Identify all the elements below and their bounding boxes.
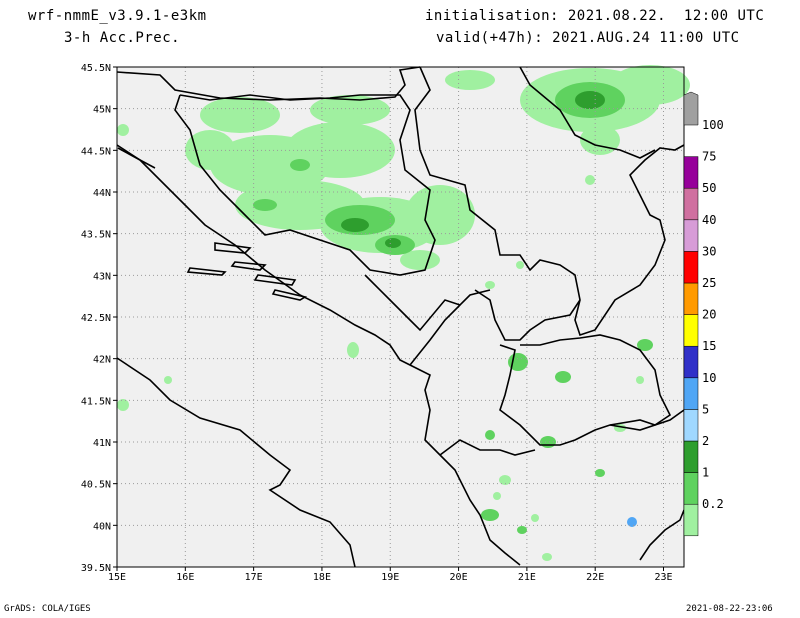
lon-tick-labels: 15E 16E 17E 18E 19E 20E 21E 22E 23E	[108, 572, 673, 583]
lat-tick-label: 39.5N	[81, 563, 111, 574]
colorbar-box	[683, 282, 699, 315]
lon-tick-label: 22E	[586, 572, 604, 583]
colorbar-level-label: 5	[702, 402, 709, 416]
colorbar-box	[683, 251, 699, 284]
colorbar-level-label: 40	[702, 213, 716, 227]
lat-tick-label: 41N	[93, 438, 111, 449]
lon-tick-label: 19E	[381, 572, 399, 583]
lat-tick-label: 43.5N	[81, 230, 111, 241]
colorbar-level-label: 75	[702, 150, 716, 164]
lat-tick-label: 45.5N	[81, 63, 111, 74]
lat-tick-label: 42N	[93, 355, 111, 366]
colorbar-box	[683, 314, 699, 347]
lon-tick-label: 15E	[108, 572, 126, 583]
colorbar-level-label: 15	[702, 339, 716, 353]
colorbar-box	[683, 409, 699, 442]
colorbar-level-label: 10	[702, 371, 716, 385]
colorbar-box	[683, 377, 699, 410]
colorbar-box	[683, 345, 699, 379]
lat-tick-label: 41.5N	[81, 396, 111, 407]
precip-field	[117, 65, 690, 561]
lon-tick-label: 21E	[518, 572, 536, 583]
lat-tick-label: 40.5N	[81, 480, 111, 491]
variable-title: 3-h Acc.Prec.	[64, 30, 181, 46]
lon-tick-label: 17E	[245, 572, 263, 583]
valid-time: valid(+47h): 2021.AUG.24 11:00 UTC	[436, 30, 740, 46]
grads-credit: GrADS: COLA/IGES	[4, 604, 91, 614]
lat-tick-label: 43N	[93, 271, 111, 282]
colorbar-level-label: 2	[702, 434, 709, 448]
colorbar-level-label: 100	[702, 118, 724, 132]
init-time: initialisation: 2021.08.22. 12:00 UTC	[425, 8, 765, 24]
lat-tick-label: 45N	[93, 105, 111, 116]
model-title: wrf-nmmE_v3.9.1-e3km	[28, 8, 207, 24]
graticule	[117, 67, 684, 567]
lat-tick-labels: 45.5N 45N 44.5N 44N 43.5N 43N 42.5N 42N 41.5N 41N…	[81, 63, 111, 574]
colorbar-box	[683, 156, 699, 189]
lat-tick-label: 40N	[93, 521, 111, 532]
lat-tick-label: 44.5N	[81, 146, 111, 157]
lat-tick-label: 42.5N	[81, 313, 111, 324]
colorbar-box	[683, 187, 699, 221]
coastlines-borders	[116, 66, 685, 568]
colorbar-level-label: 50	[702, 181, 716, 195]
lon-tick-label: 20E	[450, 572, 468, 583]
lon-tick-label: 23E	[654, 572, 672, 583]
colorbar-arrow-top	[683, 91, 699, 126]
colorbar-level-label: 1	[702, 466, 709, 480]
colorbar-box	[683, 219, 699, 252]
colorbar-level-label: 30	[702, 244, 716, 258]
precip-colorbar	[683, 91, 699, 537]
colorbar-box	[683, 440, 699, 473]
lat-tick-label: 44N	[93, 188, 111, 199]
colorbar-box	[683, 472, 699, 505]
colorbar-box	[683, 503, 699, 537]
colorbar-level-label: 25	[702, 276, 716, 290]
colorbar-level-label: 0.2	[702, 497, 724, 511]
lon-tick-label: 18E	[313, 572, 331, 583]
lon-tick-label: 16E	[176, 572, 194, 583]
axis-ticks	[113, 66, 665, 571]
render-timestamp: 2021-08-22-23:06	[686, 604, 773, 614]
colorbar-level-label: 20	[702, 308, 716, 322]
